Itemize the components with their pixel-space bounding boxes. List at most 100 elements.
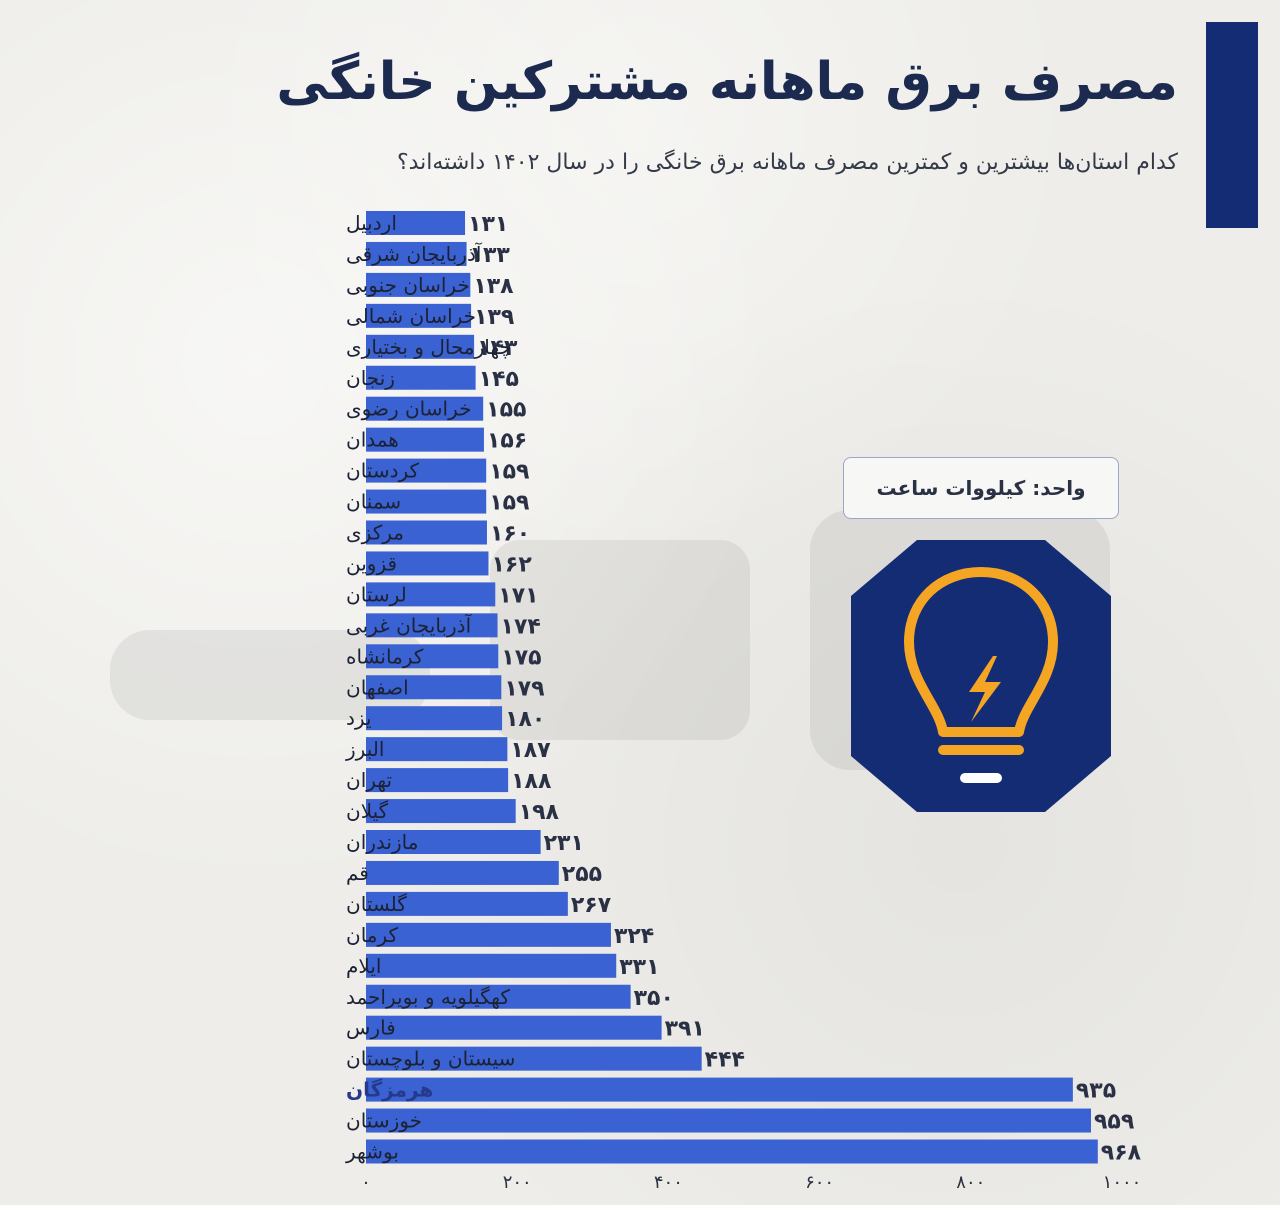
category-label: بوشهر [345,1140,399,1164]
x-tick-label: ۰ [361,1172,371,1193]
category-label: فارس [346,1016,396,1040]
bar [366,396,484,421]
bar [366,458,487,483]
category-label: مرکزی [346,521,404,545]
category-label: چهارمحال و بختیاری [346,335,512,359]
bar-value-label: ۳۵۰ [634,986,674,1011]
bar-value-label: ۱۸۰ [505,707,545,732]
category-label: گلستان [346,892,407,916]
bar [366,1077,1073,1102]
bar-value-label: ۱۴۳ [477,336,518,361]
bar-value-label: ۱۷۹ [504,676,544,701]
bar [366,891,568,916]
category-label: آذربایجان غربی [346,612,473,637]
bar [366,582,496,607]
bar-value-label: ۱۸۸ [511,769,552,794]
bar-value-label: ۲۵۵ [562,862,602,887]
x-tick-label: ۶۰۰ [805,1172,834,1193]
category-label: اردبیل [346,211,397,235]
bar [366,1046,702,1071]
bar [366,1108,1092,1133]
bar [366,520,487,545]
bar-value-label: ۲۳۱ [544,831,584,856]
bar-value-label: ۱۳۹ [474,305,514,330]
category-label: همدان [346,428,399,452]
bar-value-label: ۱۹۸ [519,800,560,825]
category-label: سیستان و بلوچستان [346,1047,515,1071]
bar [366,922,611,947]
bar [366,768,509,793]
bar-value-label: ۱۷۵ [501,645,541,670]
bar-value-label: ۹۵۹ [1094,1110,1134,1135]
category-label: یزد [346,706,372,730]
category-label: اصفهان [346,675,409,699]
category-label: خوزستان [346,1109,422,1133]
bar-value-label: ۱۸۷ [510,738,551,763]
category-label: لرستان [346,582,407,606]
bar-value-label: ۱۵۵ [486,398,526,423]
bar [366,644,499,669]
bar-value-label: ۱۳۳ [470,243,511,268]
bar [366,799,516,824]
bar-value-label: ۳۳۱ [619,955,659,980]
bar [366,211,466,235]
bar-value-label: ۹۶۸ [1101,1141,1142,1166]
bar-value-label: ۱۵۹ [489,491,529,516]
bar [366,953,617,978]
bar [366,334,475,359]
bar [366,303,472,328]
bar [366,1139,1098,1164]
bar-value-label: ۴۴۴ [705,1048,745,1073]
category-label: آذربایجان شرقی [346,241,483,266]
bar-value-label: ۱۴۵ [479,367,519,392]
bar [366,489,487,514]
category-label: تهران [346,768,392,792]
bar-value-label: ۱۵۹ [489,460,529,485]
category-label: کهگیلویه و بویراحمد [346,985,510,1009]
category-label: مازندران [346,830,418,854]
bar-value-label: ۱۶۲ [491,552,532,577]
unit-box: واحد: کیلووات ساعت [843,457,1119,519]
x-tick-label: ۴۰۰ [654,1172,683,1193]
category-label: کرمان [346,923,399,947]
bar-value-label: ۱۳۸ [473,274,514,299]
category-label: کردستان [346,459,420,483]
lightbulb-bolt-icon [851,540,1111,812]
bar [366,365,476,390]
category-label: خراسان شمالی [346,304,476,328]
category-label: گیلان [346,799,389,823]
bar [366,675,502,700]
bar [366,241,467,266]
x-tick-label: ۱۰۰۰ [1103,1172,1142,1193]
category-label: سمنان [346,490,401,514]
bar [366,613,498,638]
unit-label: واحد: کیلووات ساعت [876,476,1086,500]
page-subtitle: کدام استان‌ها بیشترین و کمترین مصرف ماها… [396,150,1178,175]
bar-value-label: ۲۶۷ [571,893,612,918]
bar [366,984,631,1009]
category-label: قزوین [346,551,397,575]
bar-value-label: ۱۷۴ [501,614,541,639]
x-tick-label: ۲۰۰ [503,1172,532,1193]
bar [366,1015,662,1040]
category-label: خراسان رضوی [346,397,471,421]
bar-value-label: ۱۷۱ [498,583,538,608]
bar-value-label: ۹۳۵ [1076,1079,1116,1104]
category-label: زنجان [346,366,395,390]
bar [366,427,484,452]
bar-value-label: ۱۳۱ [468,212,508,237]
bar [366,830,541,854]
bar [366,272,471,297]
category-label: ایلام [346,954,381,978]
category-label: قم [346,861,369,885]
bar-value-label: ۳۹۱ [665,1017,705,1042]
page-title: مصرف برق ماهانه مشترکین خانگی [276,52,1178,112]
bar [366,551,489,576]
bar [366,860,559,885]
category-label: کرمانشاه [346,644,424,668]
bar [366,737,508,762]
category-label: خراسان جنوبی [346,273,470,297]
accent-side-bar [1206,22,1258,228]
category-label: هرمزگان [346,1078,433,1102]
